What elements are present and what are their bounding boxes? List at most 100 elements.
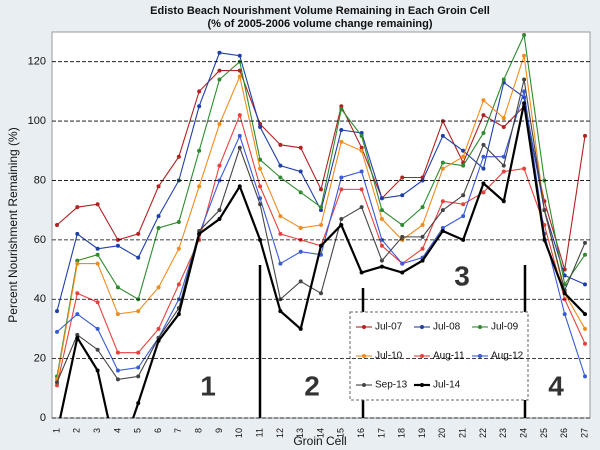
data-point xyxy=(75,261,80,266)
data-point xyxy=(156,285,161,290)
data-point xyxy=(501,199,506,204)
data-point xyxy=(420,246,425,251)
data-point xyxy=(440,225,445,230)
data-point xyxy=(501,77,506,82)
annotation: 1 xyxy=(200,370,216,401)
data-point xyxy=(583,252,587,257)
y-axis-label: Percent Nourishment Remaining (%) xyxy=(6,127,20,322)
legend-label: Aug-12 xyxy=(491,351,524,362)
data-point xyxy=(217,217,222,222)
data-point xyxy=(379,243,384,248)
data-point xyxy=(400,223,405,227)
data-point xyxy=(176,154,181,159)
data-point xyxy=(461,148,466,153)
data-point xyxy=(95,252,100,257)
data-point xyxy=(136,374,141,379)
data-point xyxy=(55,383,59,388)
data-point xyxy=(136,231,141,236)
data-point xyxy=(461,193,466,198)
data-point xyxy=(258,202,263,207)
y-tick-label: 0 xyxy=(40,412,46,424)
data-point xyxy=(542,208,547,213)
x-tick-label: 2 xyxy=(72,428,82,433)
data-point xyxy=(258,125,263,130)
data-point xyxy=(319,223,323,227)
y-tick-label: 20 xyxy=(34,353,46,365)
data-point xyxy=(237,145,242,150)
x-tick-label: 10 xyxy=(234,428,244,438)
data-point xyxy=(501,125,506,130)
data-point xyxy=(440,133,445,138)
x-tick-label: 13 xyxy=(295,428,305,438)
data-point xyxy=(420,205,425,210)
data-point xyxy=(55,329,59,334)
data-point xyxy=(115,312,120,317)
data-point xyxy=(339,187,344,192)
data-point xyxy=(278,175,283,180)
x-axis-label: Groin Cell xyxy=(293,434,346,448)
data-point xyxy=(55,309,59,314)
data-point xyxy=(359,133,364,138)
legend-label: Jul-08 xyxy=(433,322,461,333)
data-point xyxy=(136,365,141,370)
data-point xyxy=(258,237,263,242)
data-point xyxy=(95,246,100,251)
data-point xyxy=(461,154,466,159)
data-point xyxy=(501,154,506,159)
data-point xyxy=(339,127,344,132)
data-point xyxy=(359,169,364,174)
data-point xyxy=(522,166,527,171)
data-point xyxy=(278,309,283,314)
data-point xyxy=(339,107,344,112)
legend-label: Jul-10 xyxy=(375,351,403,362)
x-tick-label: 8 xyxy=(194,428,204,433)
annotation: 2 xyxy=(304,370,320,401)
data-point xyxy=(298,326,303,331)
data-point xyxy=(156,184,161,189)
x-tick-label: 9 xyxy=(214,428,224,433)
data-point xyxy=(562,312,567,317)
data-point xyxy=(359,270,364,275)
x-tick-label: 21 xyxy=(458,428,468,438)
legend-label: Jul-07 xyxy=(375,322,403,333)
x-tick-label: 14 xyxy=(315,428,325,438)
data-point xyxy=(522,77,527,82)
legend-marker xyxy=(478,354,482,358)
y-tick-label: 40 xyxy=(34,293,46,305)
data-point xyxy=(237,68,242,73)
data-point xyxy=(258,196,263,201)
x-tick-label: 4 xyxy=(112,428,122,433)
data-point xyxy=(461,202,466,207)
data-point xyxy=(379,264,384,269)
data-point xyxy=(359,187,364,192)
legend-marker xyxy=(420,383,424,387)
data-point xyxy=(379,196,384,201)
data-point xyxy=(176,246,181,251)
annotation: 3 xyxy=(454,260,470,291)
data-point xyxy=(440,166,445,171)
data-point xyxy=(217,178,222,183)
data-point xyxy=(319,205,323,210)
x-tick-label: 12 xyxy=(275,428,285,438)
chart-title: Edisto Beach Nourishment Volume Remainin… xyxy=(150,5,490,17)
data-point xyxy=(339,175,344,180)
data-point xyxy=(339,104,344,109)
data-point xyxy=(258,166,263,171)
data-point xyxy=(583,341,587,346)
data-point xyxy=(481,130,486,135)
data-point xyxy=(420,258,425,263)
y-tick-label: 100 xyxy=(28,115,46,127)
data-point xyxy=(197,184,202,189)
data-point xyxy=(258,184,263,189)
legend-marker xyxy=(478,325,482,329)
data-point xyxy=(156,214,161,219)
data-point xyxy=(440,199,445,204)
data-point xyxy=(481,113,486,118)
data-point xyxy=(481,190,486,195)
legend-marker xyxy=(362,383,366,387)
x-tick-label: 26 xyxy=(559,428,569,438)
x-tick-label: 16 xyxy=(356,428,366,438)
data-point xyxy=(115,285,120,290)
data-point xyxy=(115,377,120,382)
